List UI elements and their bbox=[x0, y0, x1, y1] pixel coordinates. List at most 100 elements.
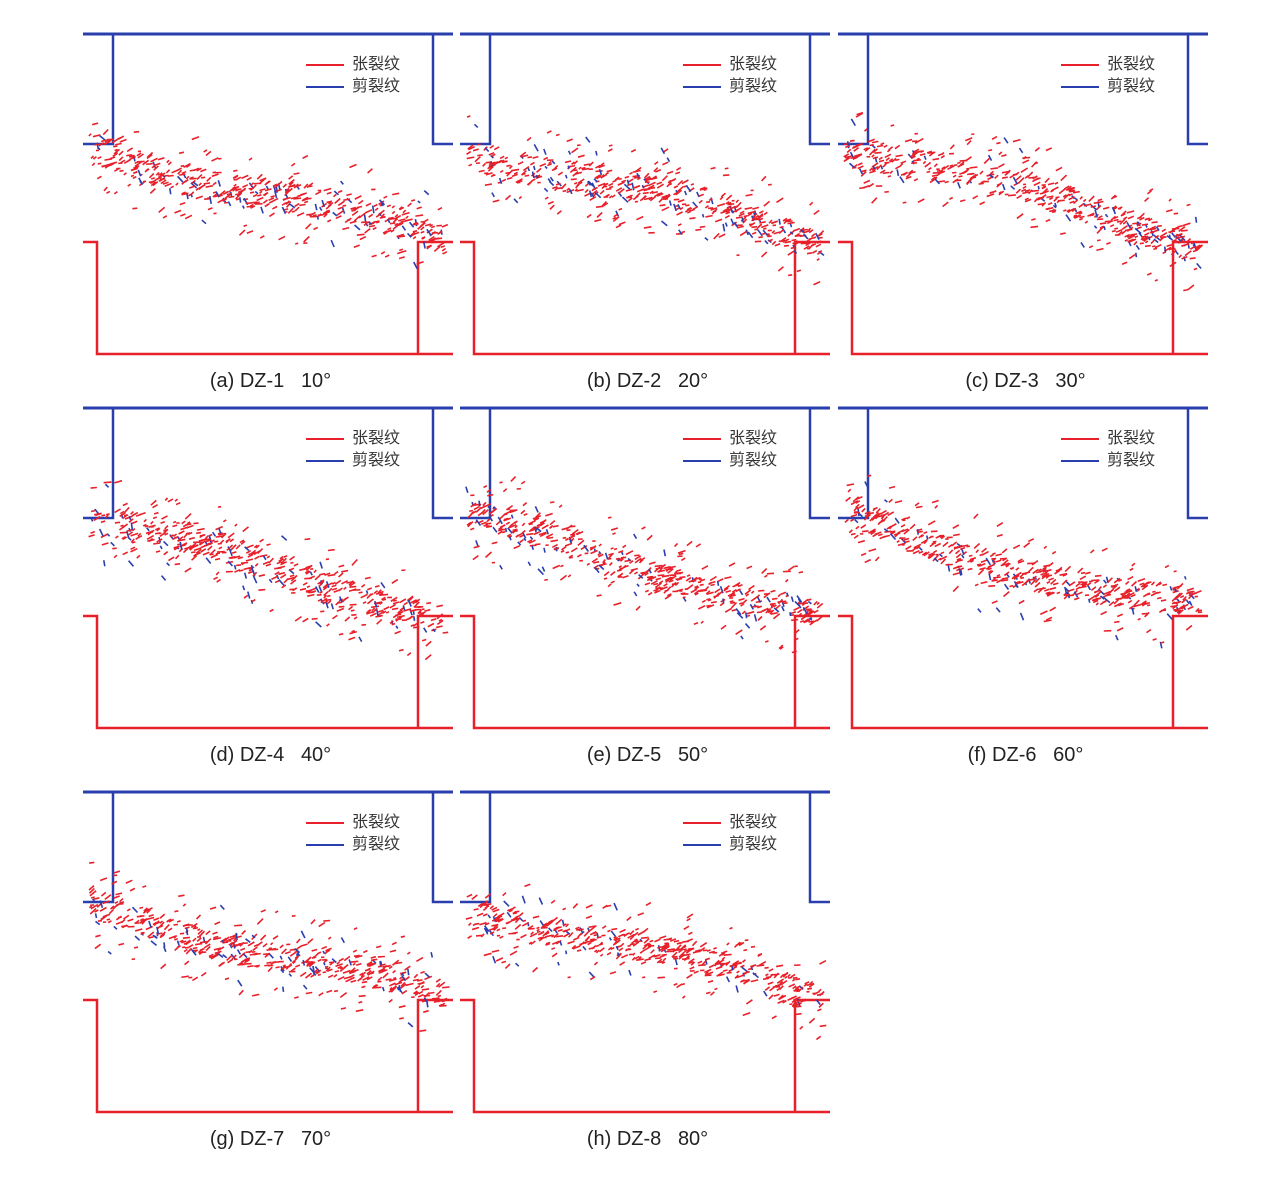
tension-crack bbox=[134, 928, 143, 932]
tension-crack bbox=[503, 517, 509, 521]
tension-crack bbox=[602, 559, 606, 564]
tension-crack bbox=[438, 231, 443, 235]
tension-crack bbox=[467, 935, 473, 940]
shear-crack bbox=[288, 973, 293, 977]
legend-item-tension: 张裂纹 bbox=[1060, 428, 1155, 450]
tension-crack bbox=[215, 571, 220, 576]
tension-crack bbox=[1164, 564, 1170, 569]
tension-crack bbox=[999, 557, 1008, 560]
tension-crack bbox=[1185, 624, 1193, 631]
tension-crack bbox=[762, 232, 767, 235]
tension-crack bbox=[1124, 238, 1129, 242]
tension-crack bbox=[882, 171, 890, 175]
tension-crack bbox=[1146, 628, 1152, 634]
upper-box-right-wall bbox=[808, 408, 830, 520]
tension-crack bbox=[501, 960, 507, 964]
tension-crack bbox=[792, 985, 797, 990]
tension-crack bbox=[314, 574, 321, 581]
tension-crack bbox=[665, 565, 672, 572]
tension-crack bbox=[102, 913, 111, 918]
tension-crack bbox=[275, 188, 282, 193]
tension-crack bbox=[708, 950, 715, 954]
tension-crack bbox=[504, 156, 509, 160]
tension-crack bbox=[94, 143, 102, 146]
tension-crack bbox=[250, 549, 257, 555]
tension-crack bbox=[153, 162, 161, 167]
tension-crack bbox=[486, 518, 491, 523]
shear-crack bbox=[508, 536, 512, 541]
tension-crack bbox=[319, 580, 324, 585]
tension-crack bbox=[442, 986, 450, 989]
tension-crack bbox=[198, 948, 204, 953]
tension-crack bbox=[516, 532, 524, 537]
tension-crack bbox=[1026, 171, 1034, 178]
tension-crack bbox=[642, 191, 649, 195]
tension-crack bbox=[866, 474, 872, 478]
tension-crack bbox=[743, 215, 748, 218]
tension-crack bbox=[159, 177, 166, 182]
shear-crack bbox=[205, 557, 212, 564]
tension-crack bbox=[296, 212, 305, 217]
tension-crack bbox=[1066, 208, 1071, 213]
tension-crack bbox=[864, 510, 871, 515]
tension-crack bbox=[1137, 577, 1146, 583]
tension-crack bbox=[980, 559, 988, 563]
tension-crack bbox=[290, 162, 296, 167]
tension-crack bbox=[96, 175, 102, 180]
tension-crack bbox=[323, 591, 329, 597]
tension-crack bbox=[416, 260, 424, 265]
tension-crack bbox=[977, 568, 985, 576]
tension-crack bbox=[694, 592, 699, 596]
tension-crack bbox=[661, 206, 670, 212]
tension-crack bbox=[491, 923, 499, 931]
tension-crack bbox=[348, 580, 354, 586]
tension-crack bbox=[155, 176, 162, 181]
tension-crack bbox=[114, 535, 119, 539]
tension-crack bbox=[354, 954, 363, 959]
tension-crack bbox=[612, 532, 616, 535]
tension-crack bbox=[1094, 574, 1102, 577]
tension-crack bbox=[648, 561, 656, 565]
tension-crack bbox=[288, 183, 296, 189]
tension-crack bbox=[932, 549, 938, 554]
tension-crack bbox=[353, 206, 359, 212]
tension-crack bbox=[514, 524, 518, 529]
tension-crack bbox=[331, 584, 337, 588]
tension-crack bbox=[815, 243, 822, 248]
tension-crack bbox=[366, 611, 374, 615]
shear-crack bbox=[498, 177, 503, 184]
shear-crack bbox=[1014, 583, 1019, 588]
tension-crack bbox=[1097, 198, 1103, 202]
shear-crack bbox=[593, 178, 598, 183]
legend-swatch-shear bbox=[1060, 460, 1099, 462]
tension-crack bbox=[490, 513, 494, 517]
shear-crack bbox=[407, 599, 412, 607]
tension-crack bbox=[905, 175, 912, 180]
tension-crack bbox=[1005, 562, 1010, 566]
tension-crack bbox=[502, 892, 507, 897]
tension-crack bbox=[515, 178, 523, 184]
tension-crack bbox=[528, 519, 536, 525]
shear-crack bbox=[594, 566, 600, 574]
tension-crack bbox=[740, 602, 745, 607]
tension-crack bbox=[1017, 558, 1023, 563]
tension-crack bbox=[928, 553, 936, 559]
tension-crack bbox=[1139, 212, 1145, 219]
tension-crack bbox=[191, 555, 198, 561]
tension-crack bbox=[676, 211, 683, 216]
shear-box-plot bbox=[460, 406, 830, 730]
tension-crack bbox=[664, 193, 671, 200]
tension-crack bbox=[1049, 209, 1057, 213]
tension-crack bbox=[959, 567, 965, 571]
shear-crack bbox=[896, 169, 900, 177]
tension-crack bbox=[644, 582, 651, 586]
tension-crack bbox=[790, 973, 796, 978]
tension-crack bbox=[133, 946, 139, 949]
tension-crack bbox=[349, 585, 357, 588]
tension-crack bbox=[375, 590, 384, 596]
tension-crack bbox=[1051, 186, 1059, 192]
tension-crack bbox=[686, 973, 693, 979]
shear-crack bbox=[925, 535, 929, 540]
tension-crack bbox=[323, 919, 331, 922]
tension-crack bbox=[942, 541, 949, 548]
